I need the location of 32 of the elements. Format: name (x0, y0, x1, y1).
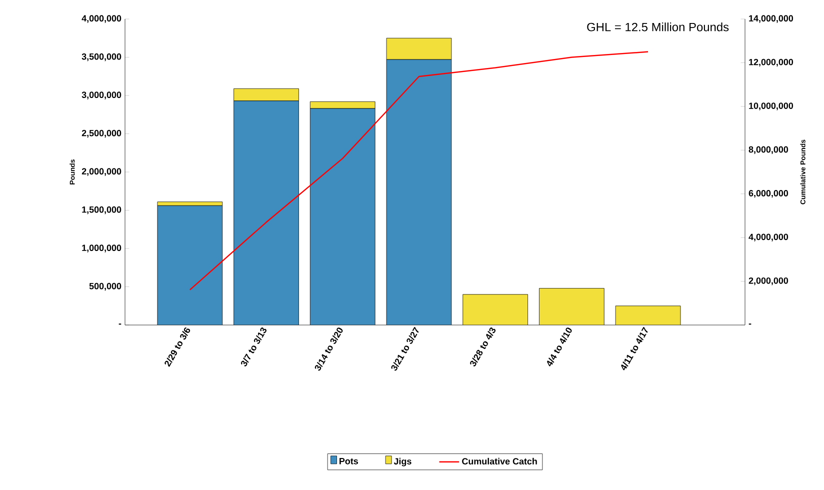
y2-tick-label: 4,000,000 (748, 234, 788, 242)
bar (310, 108, 376, 325)
y-tick-label: 2,500,000 (82, 130, 122, 138)
y2-tick-label: 12,000,000 (749, 58, 794, 67)
y-tick-label: 1,500,000 (82, 206, 122, 214)
y2-tick-label: 6,000,000 (748, 190, 788, 198)
y2-tick-label: 2,000,000 (748, 277, 788, 286)
bar (234, 100, 299, 325)
line-series (189, 51, 649, 290)
bar (462, 294, 528, 325)
legend-label: Cumulative Catch (462, 458, 537, 464)
bar (615, 306, 681, 325)
y-tick-label: 4,000,000 (82, 15, 122, 23)
y-tick-label: 2,000,000 (82, 168, 122, 176)
bar (157, 206, 222, 325)
y-tick-label: 3,500,000 (82, 53, 122, 62)
bar (386, 59, 452, 325)
bar (386, 38, 452, 60)
bar (539, 288, 604, 325)
y-tick-label: 500,000 (89, 282, 122, 291)
legend-label: Pots (340, 458, 358, 464)
y2-tick-label: 10,000,000 (749, 102, 794, 110)
bar (157, 202, 223, 206)
annotation: GHL = 12.5 Million Pounds (587, 22, 729, 32)
y-tick-label: 3,000,000 (82, 92, 122, 100)
legend-label: Jigs (394, 458, 412, 466)
y2-tick-label: 8,000,000 (748, 146, 788, 154)
y-tick-label: 1,000,000 (82, 244, 122, 252)
y2-tick-label: - (748, 324, 752, 325)
y2-tick-label: 14,000,000 (749, 15, 794, 23)
y-tick-label: - (118, 324, 122, 325)
bar (234, 88, 299, 102)
